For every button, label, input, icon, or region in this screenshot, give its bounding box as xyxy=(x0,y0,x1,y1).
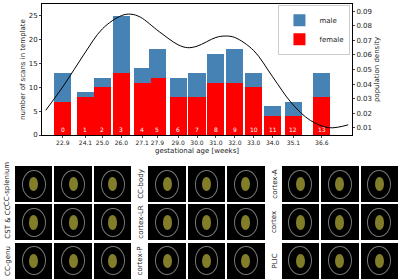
svg-text:22.9: 22.9 xyxy=(56,139,70,146)
svg-text:3: 3 xyxy=(119,126,123,133)
svg-text:9: 9 xyxy=(233,126,237,133)
svg-text:0.03: 0.03 xyxy=(356,95,372,103)
svg-text:10: 10 xyxy=(29,84,38,92)
svg-text:population density: population density xyxy=(373,37,381,102)
svg-text:24.1: 24.1 xyxy=(79,139,93,146)
svg-text:2: 2 xyxy=(100,126,104,133)
svg-text:0: 0 xyxy=(33,131,37,139)
svg-text:15: 15 xyxy=(29,60,38,68)
svg-text:35.1: 35.1 xyxy=(287,139,301,146)
html-text:CST & CC: CST & CC xyxy=(3,205,12,240)
svg-text:0.02: 0.02 xyxy=(356,110,372,118)
svg-text:29.0: 29.0 xyxy=(171,139,185,146)
svg-text:10: 10 xyxy=(250,126,258,133)
svg-text:34.0: 34.0 xyxy=(266,139,280,146)
svg-text:0.04: 0.04 xyxy=(356,81,372,89)
svg-text:33.0: 33.0 xyxy=(247,139,261,146)
html-text:cortex: cortex xyxy=(270,211,279,234)
svg-text:male: male xyxy=(319,17,336,25)
svg-text:0.01: 0.01 xyxy=(356,124,372,132)
svg-text:27.9: 27.9 xyxy=(151,139,165,146)
svg-text:number of scans in template: number of scans in template xyxy=(19,19,27,120)
html-text:CC-genu: CC-genu xyxy=(3,245,12,276)
svg-text:0.08: 0.08 xyxy=(356,22,372,30)
svg-text:7: 7 xyxy=(195,126,199,133)
svg-text:25.0: 25.0 xyxy=(96,139,110,146)
svg-text:31.0: 31.0 xyxy=(209,139,223,146)
svg-text:4: 4 xyxy=(140,126,144,133)
svg-text:13: 13 xyxy=(318,126,326,133)
svg-text:5: 5 xyxy=(33,108,37,116)
svg-text:0.09: 0.09 xyxy=(356,8,372,16)
svg-text:0.07: 0.07 xyxy=(356,37,372,45)
svg-text:26.0: 26.0 xyxy=(115,139,129,146)
svg-text:12: 12 xyxy=(289,126,297,133)
svg-text:8: 8 xyxy=(214,126,218,133)
svg-text:0.05: 0.05 xyxy=(356,66,372,74)
svg-text:11: 11 xyxy=(269,126,277,133)
svg-text:5: 5 xyxy=(155,126,159,133)
svg-text:36.6: 36.6 xyxy=(315,139,329,146)
svg-text:30.0: 30.0 xyxy=(190,139,204,146)
svg-text:1: 1 xyxy=(83,126,87,133)
html-text:cortex-A: cortex-A xyxy=(270,169,279,199)
svg-text:6: 6 xyxy=(176,126,180,133)
svg-text:0: 0 xyxy=(61,126,65,133)
svg-text:32.0: 32.0 xyxy=(228,139,242,146)
svg-text:20: 20 xyxy=(29,36,38,44)
svg-text:25: 25 xyxy=(29,12,38,20)
html-text:cortex-P: cortex-P xyxy=(136,246,145,276)
svg-text:0.06: 0.06 xyxy=(356,51,372,59)
html-text:PLIC: PLIC xyxy=(270,253,279,269)
html-text:cortex-LR: cortex-LR xyxy=(136,205,145,240)
html-text:CC-body: CC-body xyxy=(136,169,145,199)
svg-text:gestational age [weeks]: gestational age [weeks] xyxy=(155,147,239,155)
svg-text:27.1: 27.1 xyxy=(136,139,150,146)
html-text:CC-splenium: CC-splenium xyxy=(3,162,12,207)
svg-text:female: female xyxy=(319,36,343,44)
